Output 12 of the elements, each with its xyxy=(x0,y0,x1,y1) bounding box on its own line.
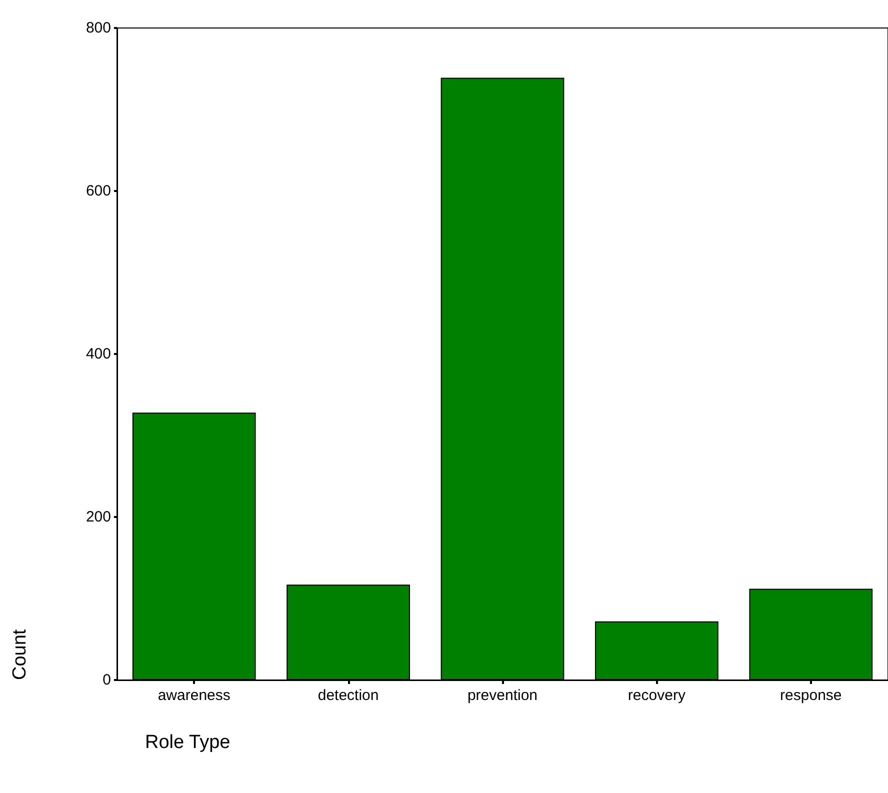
y-tick-label: 0 xyxy=(102,672,111,688)
y-axis-title: Count xyxy=(10,628,30,680)
y-tick-label: 400 xyxy=(86,346,111,362)
y-tick-label: 200 xyxy=(86,508,111,526)
x-tick-label: awareness xyxy=(158,687,230,704)
x-tick-label: prevention xyxy=(467,687,538,704)
x-axis-title: Role Type xyxy=(145,732,230,753)
x-tick-label: recovery xyxy=(628,687,686,704)
y-tick-label: 600 xyxy=(86,182,111,200)
y-tick-label: 800 xyxy=(86,20,111,36)
x-tick-label: detection xyxy=(318,687,379,704)
x-tick-label: response xyxy=(780,687,842,704)
